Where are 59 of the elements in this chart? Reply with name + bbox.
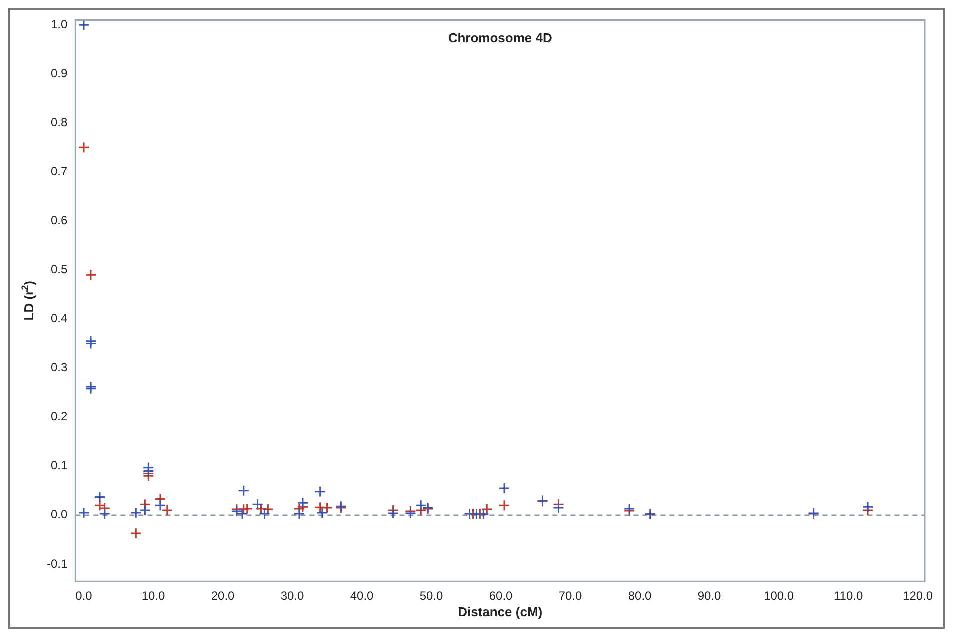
x-tick-label: 120.0 — [903, 589, 934, 604]
y-tick-label: 0.0 — [50, 508, 68, 522]
y-axis-title: LD (r2) — [20, 281, 37, 321]
point — [139, 504, 151, 516]
point — [258, 508, 270, 520]
point — [316, 507, 328, 519]
point — [99, 508, 111, 520]
point — [78, 507, 90, 519]
point — [498, 500, 510, 512]
x-tick-label: 80.0 — [628, 589, 652, 604]
point — [78, 142, 90, 154]
point — [464, 508, 476, 520]
y-tick-label: 0.4 — [50, 312, 68, 326]
x-tick-label: 60.0 — [489, 589, 514, 604]
x-tick-label: 100.0 — [764, 589, 794, 604]
point — [85, 269, 97, 281]
point — [297, 497, 309, 509]
y-tick-label: 0.8 — [50, 115, 68, 130]
y-tick-label: 0.9 — [50, 66, 68, 80]
point — [322, 502, 334, 514]
x-tick-label: 20.0 — [211, 589, 236, 604]
point — [478, 508, 490, 520]
point — [85, 338, 97, 350]
x-tick-label: 30.0 — [280, 589, 305, 604]
point — [94, 492, 106, 504]
point — [154, 500, 166, 512]
x-tick-label: 0.0 — [76, 589, 93, 604]
text: Chromosome 4D — [448, 30, 552, 46]
point — [481, 504, 493, 516]
point — [314, 486, 326, 498]
x-tick-label: 10.0 — [142, 589, 166, 604]
point — [130, 528, 142, 540]
y-tick-label: 0.3 — [50, 360, 68, 375]
x-tick-label: 90.0 — [698, 589, 722, 604]
point — [862, 501, 874, 513]
point — [498, 482, 510, 494]
y-tick-label: 0.1 — [50, 458, 68, 473]
point — [242, 503, 254, 515]
x-tick-label: 70.0 — [558, 589, 583, 604]
point — [474, 508, 486, 520]
point — [294, 508, 306, 520]
y-tick-label: 0.6 — [50, 214, 68, 228]
point — [238, 485, 250, 497]
point — [314, 502, 326, 514]
x-tick-label: 50.0 — [420, 589, 444, 604]
y-tick-label: 0.5 — [50, 262, 68, 277]
point — [388, 508, 400, 520]
point — [252, 498, 264, 510]
point — [130, 507, 142, 519]
y-tick-label: 0.7 — [50, 164, 68, 179]
point — [552, 502, 564, 514]
x-tick-label: 40.0 — [350, 589, 374, 604]
x-tick-label: 110.0 — [834, 589, 864, 604]
y-tick-label: -0.1 — [46, 556, 68, 571]
point — [162, 504, 174, 516]
y-tick-label: 0.2 — [50, 410, 68, 424]
point — [78, 20, 90, 31]
y-tick-label: 1.0 — [50, 17, 68, 32]
x-axis-title: Distance (cM) — [458, 604, 543, 620]
